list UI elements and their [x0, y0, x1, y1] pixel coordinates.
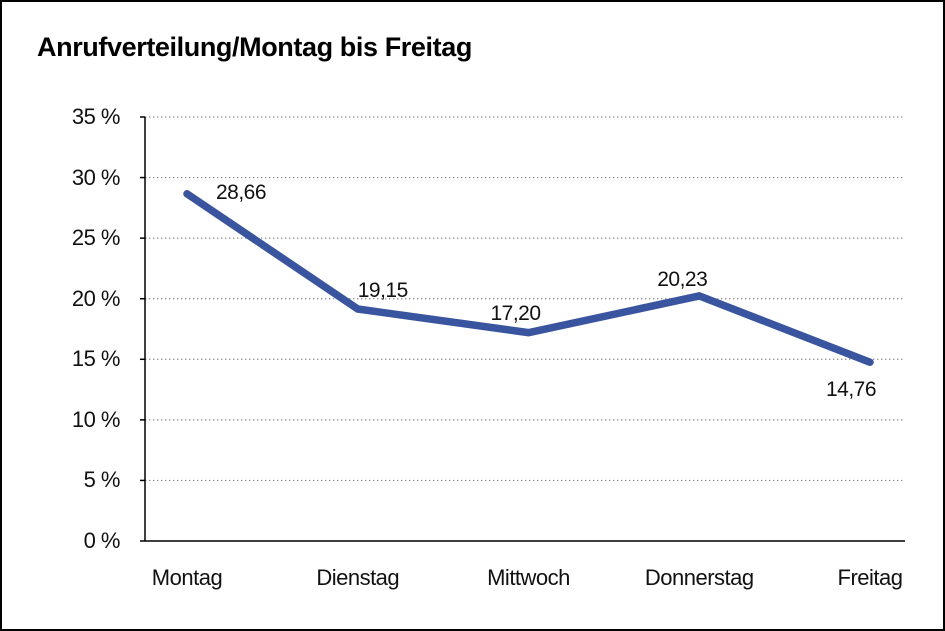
- data-point-label: 19,15: [357, 279, 409, 302]
- x-axis-category-label: Donnerstag: [644, 565, 754, 590]
- series-line: [183, 190, 874, 366]
- chart-title: Anrufverteilung/Montag bis Freitag: [37, 32, 472, 62]
- y-axis-tick-label: 35 %: [71, 104, 121, 129]
- y-axis-tick-label: 5 %: [83, 467, 121, 493]
- y-axis-tick-label: 10 %: [71, 406, 121, 432]
- x-axis-category-label: Montag: [151, 565, 223, 590]
- y-axis-tick-label: 25 %: [71, 225, 121, 251]
- y-axis-tick-label: 15 %: [71, 346, 121, 372]
- y-axis-tick-label: 0 %: [83, 528, 121, 553]
- data-point-label: 28,66: [215, 180, 267, 204]
- y-axis-tick-label: 20 %: [71, 285, 121, 311]
- data-point-label: 14,76: [825, 378, 877, 402]
- x-axis-category-label: Dienstag: [316, 565, 400, 590]
- data-point-label: 20,23: [657, 267, 708, 291]
- y-axis-tick-label: 30 %: [71, 164, 121, 190]
- data-point-label: 17,20: [490, 301, 541, 325]
- x-axis-category-label: Freitag: [837, 565, 903, 590]
- x-axis-category-label: Mittwoch: [487, 565, 570, 590]
